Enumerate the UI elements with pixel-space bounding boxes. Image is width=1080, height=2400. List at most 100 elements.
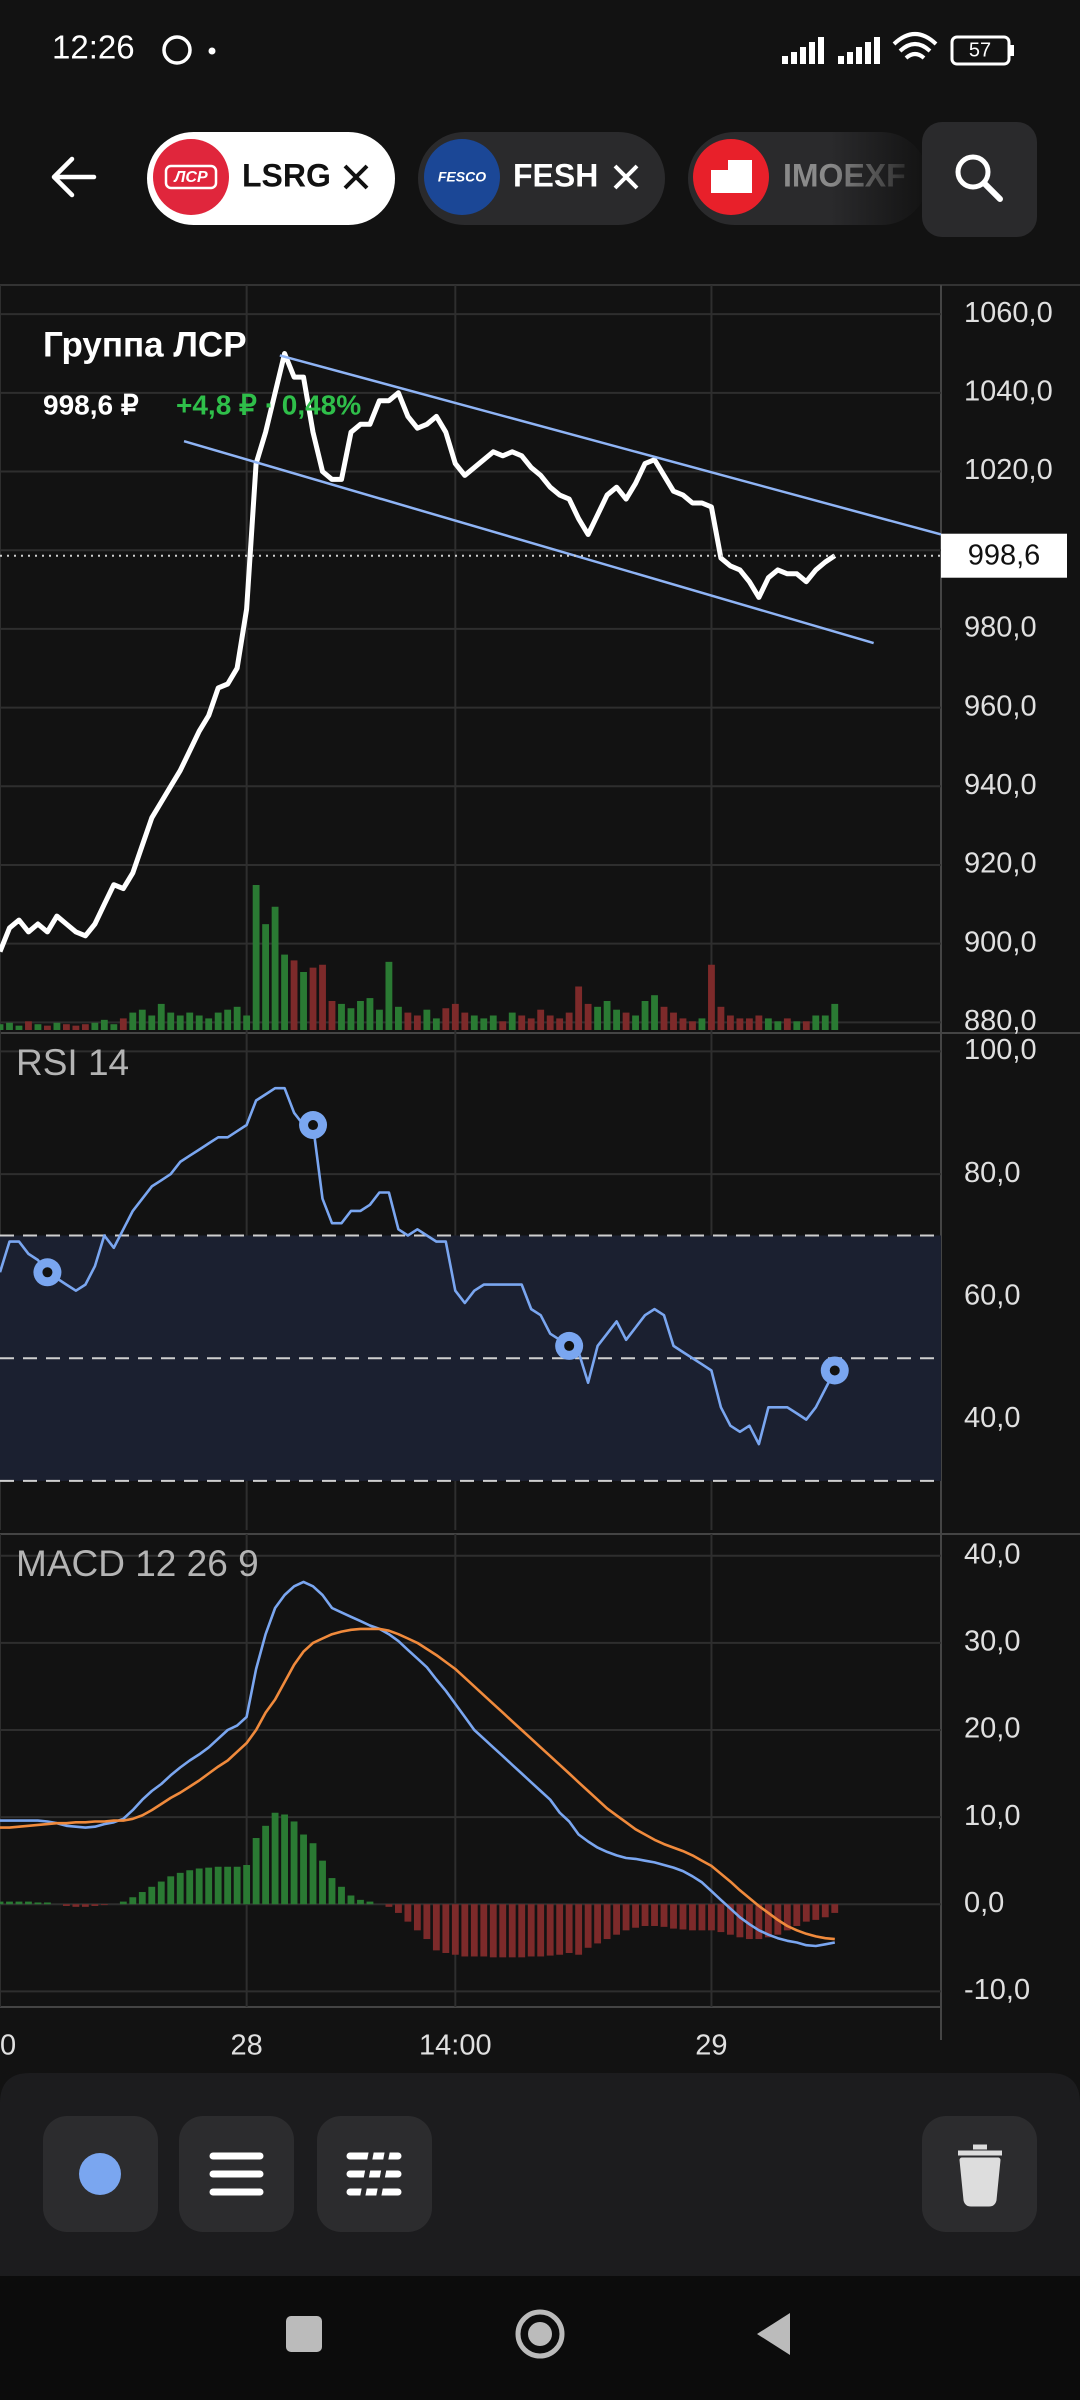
y-tick-label: 1060,0: [964, 297, 1053, 329]
histogram-bar: [233, 1866, 241, 1905]
y-tick-label: 960,0: [964, 690, 1037, 722]
tab-close[interactable]: [613, 164, 639, 190]
chart-title: Группа ЛСР: [43, 325, 247, 364]
volume-bar: [328, 1001, 336, 1030]
histogram-bar: [442, 1904, 450, 1953]
home-button[interactable]: [515, 2309, 565, 2359]
volume-bar: [100, 1019, 108, 1030]
histogram-bar: [157, 1881, 165, 1905]
y-tick-label: -10,0: [964, 1974, 1030, 2006]
back-nav-button[interactable]: [757, 2313, 790, 2355]
toolbar: [0, 2073, 1080, 2276]
volume-bar: [338, 1003, 345, 1030]
histogram-bar: [91, 1904, 99, 1906]
histogram-bar: [81, 1904, 89, 1907]
histogram-bar: [670, 1904, 677, 1929]
volume-bar: [603, 1001, 611, 1030]
toolbar-bg: [0, 2073, 1080, 2276]
volume-bar: [461, 1012, 469, 1030]
histogram-bar: [262, 1825, 270, 1905]
histogram-bar: [205, 1867, 213, 1905]
volume-bar: [357, 1001, 364, 1030]
volume-bar: [129, 1012, 137, 1030]
volume-bar: [736, 1018, 744, 1030]
volume-bar: [262, 924, 270, 1030]
histogram-bar: [25, 1901, 32, 1905]
volume-bar: [831, 1003, 839, 1030]
volume-bar: [167, 1012, 175, 1030]
tab-logo: [153, 139, 229, 215]
volume-bar: [480, 1018, 488, 1030]
y-tick-label: 980,0: [964, 612, 1037, 644]
volume-bar: [632, 1015, 639, 1030]
histogram-bar: [594, 1904, 602, 1944]
volume-bar: [651, 995, 658, 1030]
volume-bar: [0, 1024, 4, 1030]
volume-bar: [148, 1015, 156, 1030]
histogram-bar: [432, 1904, 440, 1951]
histogram-bar: [812, 1904, 820, 1920]
x-tick-label: 00: [0, 2030, 16, 2062]
volume-bar: [138, 1009, 146, 1030]
tab-logo: [424, 139, 500, 215]
y-tick-label: 1020,0: [964, 454, 1053, 486]
signal-marker-dot: [42, 1267, 53, 1278]
histogram-bar: [546, 1904, 554, 1956]
volume-bar: [110, 1024, 118, 1030]
histogram-bar: [423, 1904, 431, 1940]
indicator-line: [0, 1580, 836, 1948]
x-tick-label: 14:00: [419, 2030, 492, 2062]
volume-bar: [774, 1021, 782, 1030]
y-tick-label: 60,0: [964, 1279, 1020, 1311]
tab-close[interactable]: [343, 164, 369, 190]
histogram-bar: [385, 1904, 393, 1907]
status-bar: 12:26 57: [52, 29, 1014, 66]
y-tick-label: 920,0: [964, 848, 1037, 880]
change-label: +4,8 ₽ · 0,48%: [176, 389, 361, 420]
back-button[interactable]: [51, 156, 97, 198]
histogram-bar: [0, 1901, 4, 1905]
tab-lsrg[interactable]: ЛСР LSRG: [147, 132, 395, 225]
volume-bar: [717, 1006, 725, 1030]
volume-bar: [176, 1015, 184, 1030]
histogram-bar: [404, 1904, 412, 1922]
plot-area: [0, 285, 941, 2007]
volume-bar: [764, 1018, 772, 1030]
tab-fesh[interactable]: FESCO FESH: [418, 132, 665, 225]
volume-bar: [366, 998, 374, 1030]
volume-bar: [641, 1001, 649, 1030]
volume-bar: [527, 1018, 535, 1030]
histogram-bar: [338, 1886, 345, 1905]
signal-marker-dot: [308, 1120, 319, 1131]
tab-imoex[interactable]: IMOEXF: [688, 128, 930, 228]
volume-bar: [679, 1018, 687, 1030]
logo-shape: [711, 160, 752, 193]
volume-bar: [508, 1012, 516, 1030]
histogram-bar: [632, 1904, 639, 1928]
volume-bar: [186, 1012, 194, 1030]
volume-bar: [195, 1015, 203, 1030]
volume-bar: [432, 1018, 440, 1030]
search-icon-handle: [981, 180, 1003, 202]
recents-button[interactable]: [286, 2316, 322, 2352]
volume-bar: [34, 1024, 42, 1030]
search-button[interactable]: [922, 122, 1037, 237]
histogram-bar: [755, 1904, 763, 1940]
histogram-bar: [167, 1876, 175, 1905]
volume-bar: [44, 1025, 51, 1030]
color-icon: [79, 2153, 121, 2195]
histogram-bar: [489, 1904, 497, 1958]
histogram-bar: [243, 1865, 251, 1905]
histogram-bar: [176, 1872, 184, 1905]
tab-ticker: LSRG: [242, 157, 331, 193]
histogram-bar: [745, 1904, 753, 1940]
histogram-bar: [366, 1901, 374, 1905]
histogram-bar: [328, 1878, 336, 1905]
volume-bar: [518, 1015, 526, 1030]
histogram-bar: [679, 1904, 687, 1930]
volume-bar: [319, 964, 326, 1030]
volume-bar: [53, 1022, 61, 1030]
volume-bar: [376, 1009, 383, 1030]
histogram-bar: [129, 1897, 137, 1905]
